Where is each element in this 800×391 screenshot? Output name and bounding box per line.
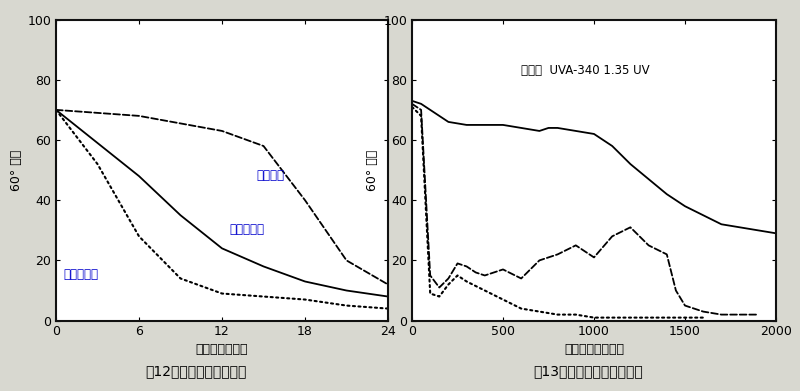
Y-axis label: 60° 光泽: 60° 光泽 bbox=[366, 149, 379, 191]
Text: 俄亥俄州: 俄亥俄州 bbox=[257, 169, 285, 182]
Y-axis label: 60° 光泽: 60° 光泽 bbox=[10, 149, 23, 191]
X-axis label: 曙晒时间（小时）: 曙晒时间（小时） bbox=[564, 343, 624, 356]
Text: 佛罗里达州: 佛罗里达州 bbox=[63, 269, 98, 282]
Text: 只进行  UVA-340 1.35 UV: 只进行 UVA-340 1.35 UV bbox=[522, 64, 650, 77]
Text: 图13－聚氨酯、实验室老化: 图13－聚氨酯、实验室老化 bbox=[533, 364, 643, 378]
Text: 图12－聚氨酯、户外老化: 图12－聚氨酯、户外老化 bbox=[146, 364, 246, 378]
Text: 亚利桑那州: 亚利桑那州 bbox=[229, 223, 264, 236]
X-axis label: 曙晒时间（月）: 曙晒时间（月） bbox=[196, 343, 248, 356]
